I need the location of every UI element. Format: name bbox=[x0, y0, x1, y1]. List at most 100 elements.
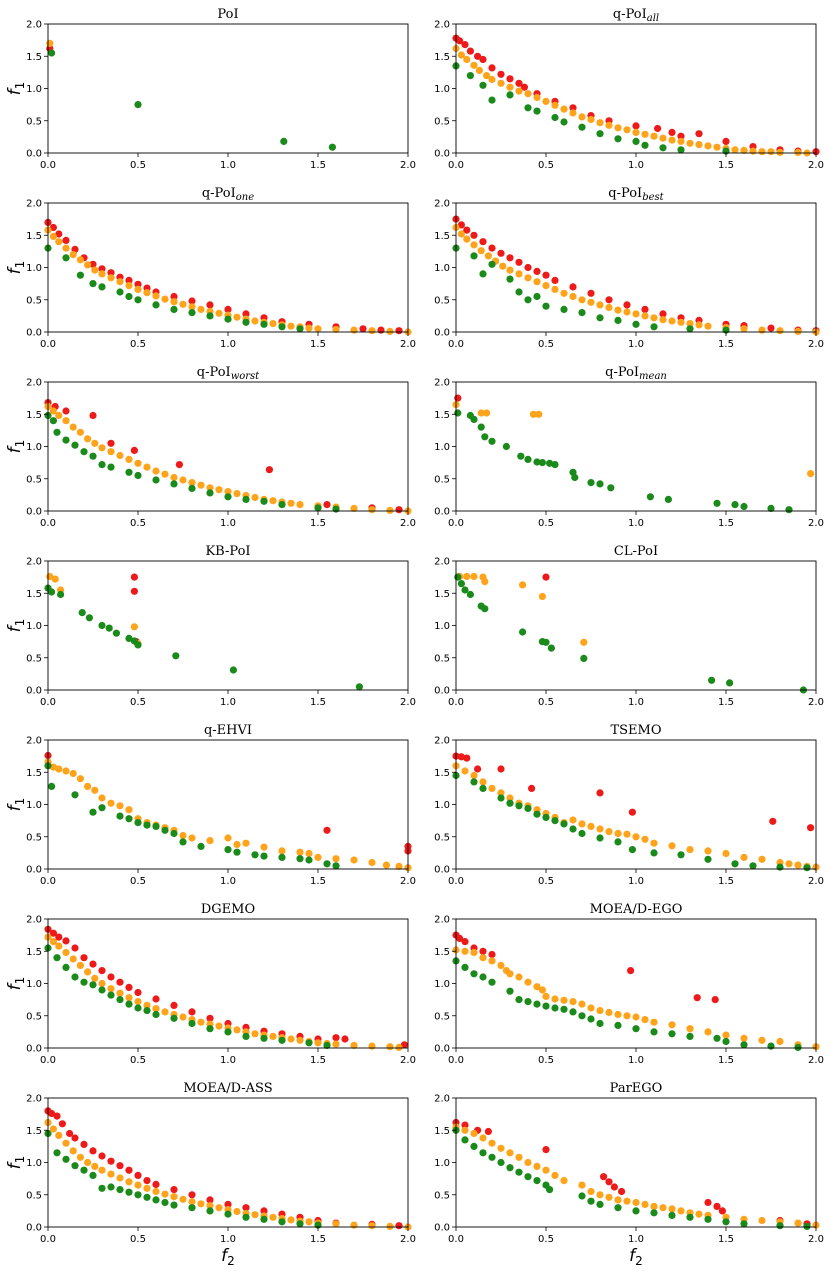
data-point-green bbox=[76, 271, 84, 279]
data-point-green bbox=[632, 137, 640, 145]
y-tick-label: 1.0 bbox=[26, 84, 42, 95]
data-point-green bbox=[722, 1037, 730, 1046]
data-point-green bbox=[242, 318, 250, 326]
data-point-orange bbox=[695, 1210, 703, 1218]
data-point-green bbox=[481, 605, 489, 613]
data-point-green bbox=[542, 302, 550, 310]
data-point-green bbox=[515, 1168, 523, 1176]
subplot-6: 0.0 0.5 1.0 1.5 2.0 0.0 0.5 1.0 1.5 2.0 q-PoImean bbox=[434, 365, 824, 529]
data-point-orange bbox=[785, 860, 793, 868]
data-point-green bbox=[776, 1222, 784, 1230]
data-point-orange bbox=[560, 105, 568, 113]
data-point-red bbox=[62, 236, 70, 244]
data-point-orange bbox=[188, 834, 196, 842]
x-tick-label: 2.0 bbox=[808, 1055, 824, 1066]
data-point-red bbox=[116, 978, 124, 986]
data-point-orange bbox=[332, 1220, 340, 1228]
data-point-green bbox=[233, 848, 241, 856]
data-point-orange bbox=[477, 247, 485, 255]
data-point-orange bbox=[179, 476, 187, 484]
subplot-title: q-PoImean bbox=[605, 365, 667, 382]
data-point-green bbox=[188, 309, 196, 317]
data-point-orange bbox=[497, 1144, 505, 1152]
data-point-orange bbox=[269, 497, 277, 505]
data-point-green bbox=[134, 641, 142, 649]
x-tick-label: 0.5 bbox=[130, 339, 146, 350]
y-tick-label: 1.0 bbox=[434, 800, 450, 811]
data-point-green bbox=[524, 104, 532, 112]
data-point-orange bbox=[55, 765, 63, 773]
y-tick-label: 0.0 bbox=[434, 686, 450, 697]
data-point-orange bbox=[98, 979, 106, 988]
data-point-green bbox=[152, 1010, 160, 1019]
data-point-green bbox=[143, 1193, 151, 1201]
subplot-2: 0.0 0.5 1.0 1.5 2.0 0.0 0.5 1.0 1.5 2.0 q-PoIall bbox=[434, 7, 824, 171]
data-point-orange bbox=[350, 856, 358, 864]
y-tick-label: 2.0 bbox=[26, 199, 42, 210]
y-tick-label: 0.5 bbox=[434, 116, 450, 127]
data-point-orange bbox=[98, 794, 106, 802]
data-point-orange bbox=[488, 75, 496, 84]
data-point-orange bbox=[533, 1162, 541, 1170]
data-point-orange bbox=[368, 327, 376, 335]
data-point-orange bbox=[69, 423, 77, 431]
data-point-green bbox=[506, 91, 514, 99]
y-tick-label: 0.0 bbox=[26, 149, 42, 160]
data-point-green bbox=[740, 502, 748, 511]
data-point-green bbox=[596, 480, 604, 488]
data-point-green bbox=[479, 1149, 487, 1157]
data-point-red bbox=[125, 1166, 133, 1174]
series-green bbox=[452, 1126, 811, 1230]
data-point-green bbox=[533, 810, 541, 818]
data-point-green bbox=[506, 275, 514, 283]
series-green bbox=[44, 1129, 322, 1229]
data-point-red bbox=[134, 988, 142, 997]
x-tick-label: 0.0 bbox=[448, 339, 464, 350]
data-point-orange bbox=[91, 266, 99, 274]
data-point-orange bbox=[215, 486, 223, 494]
data-point-orange bbox=[704, 847, 712, 855]
data-point-orange bbox=[332, 855, 340, 863]
data-point-green bbox=[170, 480, 178, 488]
x-tick-label: 2.0 bbox=[400, 1234, 416, 1245]
data-point-red bbox=[542, 573, 550, 581]
data-point-green bbox=[260, 320, 268, 328]
data-point-orange bbox=[632, 128, 640, 136]
data-point-red bbox=[596, 789, 604, 797]
data-point-red bbox=[341, 1035, 349, 1043]
x-tick-label: 1.5 bbox=[310, 697, 326, 708]
y-tick-label: 0.5 bbox=[434, 1190, 450, 1201]
data-point-orange bbox=[269, 1213, 277, 1221]
data-point-orange bbox=[794, 148, 802, 156]
data-point-green bbox=[134, 471, 142, 480]
subplot-title: q-PoIbest bbox=[608, 186, 664, 203]
data-point-red bbox=[515, 258, 523, 266]
y-axis-label: f1 bbox=[5, 440, 27, 454]
data-point-orange bbox=[776, 1037, 784, 1046]
data-point-green bbox=[803, 864, 811, 872]
data-point-green bbox=[454, 409, 462, 417]
x-axis-label: f2 bbox=[629, 1246, 643, 1268]
data-point-green bbox=[62, 963, 70, 972]
y-tick-label: 1.0 bbox=[26, 263, 42, 274]
data-point-green bbox=[323, 1041, 331, 1049]
data-point-red bbox=[497, 249, 505, 257]
data-point-orange bbox=[524, 274, 532, 282]
y-tick-label: 1.5 bbox=[434, 52, 450, 63]
data-point-orange bbox=[560, 289, 568, 297]
x-tick-label: 0.5 bbox=[538, 876, 554, 887]
data-point-green bbox=[479, 81, 487, 89]
data-point-orange bbox=[49, 1125, 58, 1133]
data-point-red bbox=[400, 1041, 408, 1049]
data-point-green bbox=[48, 782, 56, 791]
data-point-orange bbox=[62, 417, 70, 425]
series-green bbox=[452, 771, 811, 872]
data-point-orange bbox=[98, 1166, 106, 1174]
data-point-green bbox=[98, 804, 106, 812]
y-tick-label: 1.0 bbox=[26, 1158, 42, 1169]
data-point-orange bbox=[98, 444, 106, 452]
data-point-orange bbox=[605, 1008, 613, 1017]
data-point-orange bbox=[49, 763, 58, 771]
data-point-red bbox=[323, 826, 331, 834]
data-point-red bbox=[506, 75, 514, 83]
